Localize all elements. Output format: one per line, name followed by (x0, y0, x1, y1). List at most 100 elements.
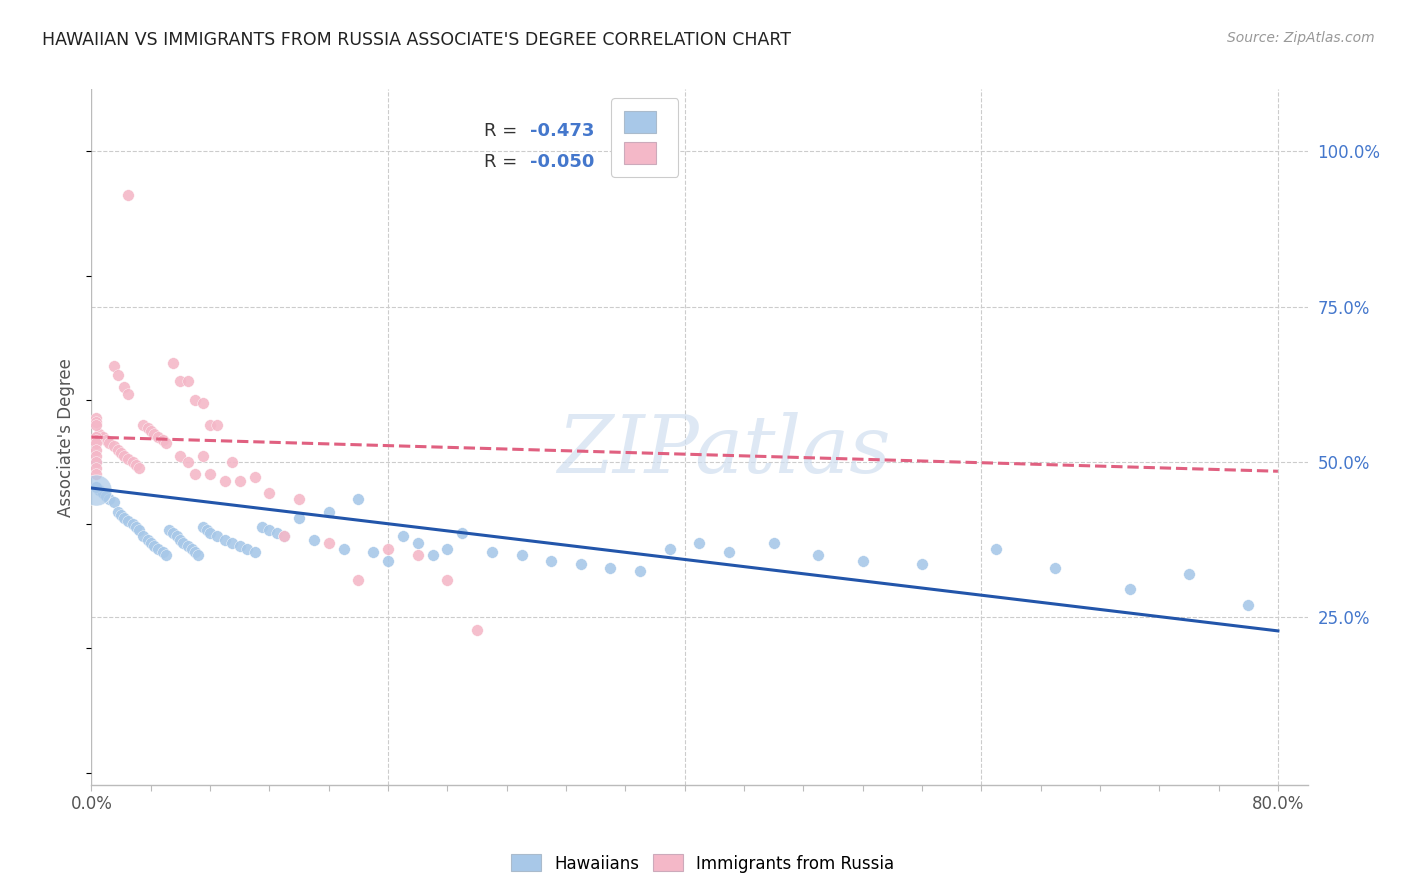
Text: R =: R = (484, 153, 523, 171)
Point (184, 467, 207, 482)
Point (198, 467, 221, 482)
Point (481, 545, 503, 559)
Text: 60: 60 (652, 153, 678, 171)
Point (112, 449, 135, 463)
Point (103, 439, 125, 453)
Point (318, 505, 340, 519)
Point (146, 430, 169, 444)
Point (236, 541, 259, 556)
Point (84, 455, 107, 469)
Point (377, 541, 399, 556)
Point (177, 455, 200, 469)
Point (451, 526, 474, 541)
Point (84, 411, 107, 425)
Point (84, 461, 107, 475)
Point (243, 545, 266, 559)
Text: R =: R = (484, 122, 523, 140)
Point (221, 455, 243, 469)
Point (139, 424, 162, 438)
Point (84, 449, 107, 463)
Point (84, 417, 107, 432)
Point (377, 554, 399, 568)
Point (250, 520, 273, 534)
Point (84, 415, 107, 429)
Point (155, 548, 177, 562)
Point (96, 433, 118, 447)
Point (169, 533, 191, 547)
Point (91, 430, 114, 444)
Point (152, 433, 174, 447)
Legend: , : , (612, 98, 678, 177)
Point (406, 548, 429, 562)
Point (436, 573, 458, 587)
Point (214, 533, 236, 547)
Point (146, 541, 169, 556)
Point (107, 505, 129, 519)
Point (688, 535, 710, 549)
Point (628, 564, 651, 578)
Point (84, 455, 107, 469)
Point (107, 368, 129, 382)
Point (762, 535, 785, 549)
Point (125, 458, 148, 472)
Point (128, 523, 150, 537)
Point (1118, 582, 1140, 597)
Point (243, 470, 266, 484)
Point (288, 492, 311, 507)
Text: HAWAIIAN VS IMMIGRANTS FROM RUSSIA ASSOCIATE'S DEGREE CORRELATION CHART: HAWAIIAN VS IMMIGRANTS FROM RUSSIA ASSOC… (42, 31, 792, 49)
Point (214, 474, 236, 488)
Point (332, 541, 354, 556)
Point (540, 554, 562, 568)
Text: 73: 73 (652, 122, 678, 140)
Text: Source: ZipAtlas.com: Source: ZipAtlas.com (1227, 31, 1375, 45)
Point (718, 545, 741, 559)
Point (84, 467, 107, 482)
Point (911, 558, 934, 572)
Point (807, 548, 830, 562)
Point (436, 541, 458, 556)
Point (169, 449, 191, 463)
Legend: Hawaiians, Immigrants from Russia: Hawaiians, Immigrants from Russia (505, 847, 901, 880)
Point (207, 529, 229, 543)
Point (125, 520, 148, 534)
Point (98, 436, 121, 450)
Point (117, 386, 139, 401)
Point (187, 548, 209, 562)
Point (87, 427, 110, 442)
Point (347, 492, 370, 507)
Point (302, 533, 325, 547)
Point (273, 529, 295, 543)
Point (852, 554, 875, 568)
Text: N =: N = (603, 122, 655, 140)
Point (84, 430, 107, 444)
Point (172, 535, 194, 549)
Point (198, 526, 221, 541)
Point (136, 533, 159, 547)
Point (169, 374, 191, 388)
Point (288, 511, 311, 525)
Text: -0.050: -0.050 (530, 153, 595, 171)
Point (157, 523, 180, 537)
Point (84, 442, 107, 457)
Point (198, 417, 221, 432)
Point (177, 539, 200, 553)
Point (195, 523, 218, 537)
Point (184, 392, 207, 407)
Point (84, 483, 107, 497)
Point (152, 545, 174, 559)
Text: -0.473: -0.473 (530, 122, 595, 140)
Point (98, 492, 121, 507)
Point (110, 445, 132, 459)
Point (162, 526, 184, 541)
Point (91, 486, 114, 500)
Point (984, 541, 1007, 556)
Point (207, 417, 229, 432)
Point (107, 442, 129, 457)
Point (259, 486, 281, 500)
Point (139, 535, 162, 549)
Point (177, 374, 200, 388)
Point (510, 548, 533, 562)
Point (117, 451, 139, 466)
Point (84, 433, 107, 447)
Point (1045, 560, 1067, 574)
